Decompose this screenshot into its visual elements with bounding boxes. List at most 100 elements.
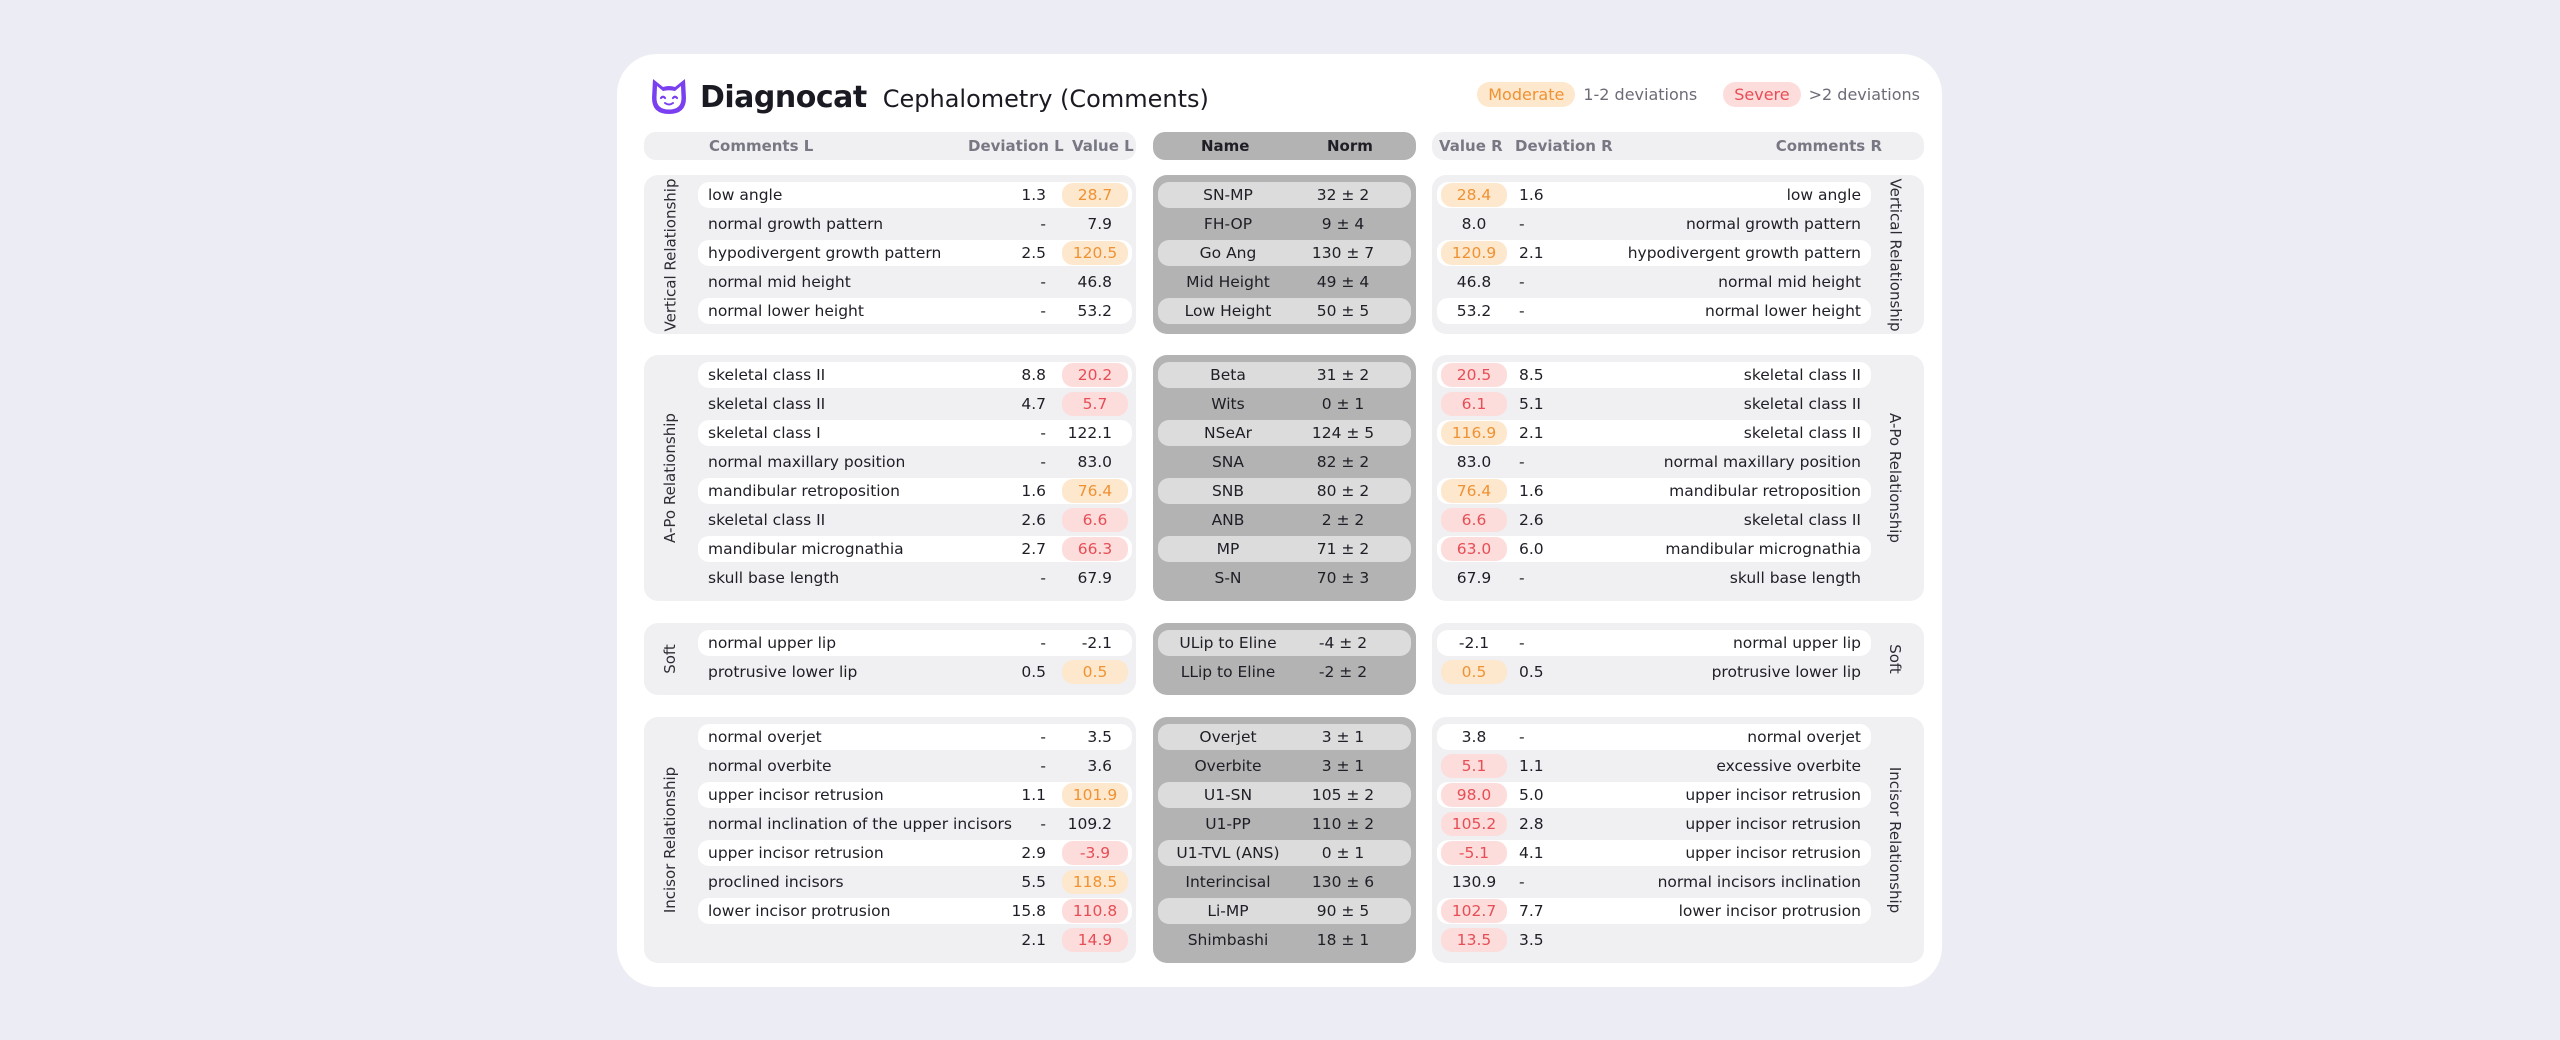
norm-header: Norm <box>1327 137 1373 155</box>
value-l: 67.9 <box>1077 569 1112 587</box>
deviation-l: - <box>1040 302 1046 320</box>
comment-l: skull base length <box>708 569 840 587</box>
table-row-center: Beta 31 ± 2 <box>1158 362 1411 388</box>
deviation-r: 5.0 <box>1519 786 1544 804</box>
value-l: 109.2 <box>1067 815 1112 833</box>
left-column-header: Comments L Deviation L Value L <box>644 132 1136 160</box>
measurement-norm: 32 ± 2 <box>1316 186 1370 204</box>
table-row-left: normal maxillary position - 83.0 <box>698 449 1132 475</box>
table-row-left: protrusive lower lip 0.5 0.5 <box>698 659 1132 685</box>
value-r: 53.2 <box>1456 302 1492 320</box>
table-row-right: 63.0 6.0 mandibular micrognathia <box>1437 536 1871 562</box>
value-l: 7.9 <box>1087 215 1112 233</box>
table-row-center: Mid Height 49 ± 4 <box>1158 269 1411 295</box>
comment-l: normal overbite <box>708 757 832 775</box>
table-row-left: mandibular retroposition 1.6 76.4 <box>698 478 1132 504</box>
table-row-right: 98.0 5.0 upper incisor retrusion <box>1437 782 1871 808</box>
deviation-r: - <box>1519 215 1525 233</box>
deviation-r: 1.6 <box>1519 482 1544 500</box>
comment-r: skeletal class II <box>1743 366 1861 384</box>
table-row-left: 2.1 14.9 <box>698 927 1132 953</box>
table-row-left: hypodivergent growth pattern 2.5 120.5 <box>698 240 1132 266</box>
comment-r: excessive overbite <box>1716 757 1861 775</box>
comment-l: proclined incisors <box>708 873 844 891</box>
deviation-r: - <box>1519 728 1525 746</box>
measurement-norm: 82 ± 2 <box>1316 453 1370 471</box>
value-l-badge: 66.3 <box>1062 537 1128 561</box>
value-r-badge: 13.5 <box>1441 928 1507 952</box>
comment-r: hypodivergent growth pattern <box>1627 244 1861 262</box>
measurement-name: Go Ang <box>1199 244 1257 262</box>
measurement-name: FH-OP <box>1203 215 1253 233</box>
deviation-l: - <box>1040 424 1046 442</box>
table-row-center: Low Height 50 ± 5 <box>1158 298 1411 324</box>
deviation-l: - <box>1040 569 1046 587</box>
table-row-left: normal growth pattern - 7.9 <box>698 211 1132 237</box>
severity-legend: Moderate 1-2 deviations Severe >2 deviat… <box>1477 82 1920 107</box>
measurement-norm: 0 ± 1 <box>1321 844 1365 862</box>
deviation-r: 4.1 <box>1519 844 1544 862</box>
comment-r: lower incisor protrusion <box>1678 902 1861 920</box>
table-row-center: MP 71 ± 2 <box>1158 536 1411 562</box>
comment-l: normal mid height <box>708 273 851 291</box>
value-r-badge: 120.9 <box>1441 241 1507 265</box>
comments-l-header: Comments L <box>709 137 814 155</box>
deviation-r: 1.1 <box>1519 757 1544 775</box>
table-row-center: Overbite 3 ± 1 <box>1158 753 1411 779</box>
measurement-name: SN-MP <box>1203 186 1253 204</box>
value-r-badge: 6.6 <box>1441 508 1507 532</box>
value-l: 3.5 <box>1087 728 1112 746</box>
group-label-right: Soft <box>1878 623 1912 695</box>
comment-l: mandibular micrognathia <box>708 540 904 558</box>
deviation-l: - <box>1040 215 1046 233</box>
comment-r: normal incisors inclination <box>1657 873 1861 891</box>
comment-r: normal lower height <box>1705 302 1861 320</box>
measurement-norm: 9 ± 4 <box>1321 215 1365 233</box>
deviation-r: 0.5 <box>1519 663 1544 681</box>
comment-l: upper incisor retrusion <box>708 786 884 804</box>
measurement-name: LLip to Eline <box>1180 663 1276 681</box>
table-row-right: -5.1 4.1 upper incisor retrusion <box>1437 840 1871 866</box>
value-l-badge: -3.9 <box>1062 841 1128 865</box>
value-l-badge: 14.9 <box>1062 928 1128 952</box>
value-r-badge: 6.1 <box>1441 392 1507 416</box>
comment-r: skeletal class II <box>1743 395 1861 413</box>
comment-r: skeletal class II <box>1743 424 1861 442</box>
deviation-l: 2.7 <box>1021 540 1046 558</box>
measurement-norm: 50 ± 5 <box>1316 302 1370 320</box>
table-row-left: mandibular micrognathia 2.7 66.3 <box>698 536 1132 562</box>
measurement-norm: -2 ± 2 <box>1318 663 1368 681</box>
value-r-badge: 105.2 <box>1441 812 1507 836</box>
deviation-r: 2.1 <box>1519 244 1544 262</box>
measurement-norm: 31 ± 2 <box>1316 366 1370 384</box>
value-l-header: Value L <box>1072 137 1134 155</box>
measurement-name: ANB <box>1211 511 1245 529</box>
table-row-right: 105.2 2.8 upper incisor retrusion <box>1437 811 1871 837</box>
value-l: 122.1 <box>1067 424 1112 442</box>
deviation-r: - <box>1519 273 1525 291</box>
table-row-left: low angle 1.3 28.7 <box>698 182 1132 208</box>
name-header: Name <box>1201 137 1250 155</box>
right-column-header: Value R Deviation R Comments R <box>1432 132 1924 160</box>
group-label-text: Soft <box>1885 644 1904 674</box>
measurement-name: Li-MP <box>1207 902 1249 920</box>
deviation-r: 2.1 <box>1519 424 1544 442</box>
value-r: -2.1 <box>1458 634 1490 652</box>
measurement-norm: 71 ± 2 <box>1316 540 1370 558</box>
value-r-badge: 20.5 <box>1441 363 1507 387</box>
table-row-right: 76.4 1.6 mandibular retroposition <box>1437 478 1871 504</box>
table-row-right: 28.4 1.6 low angle <box>1437 182 1871 208</box>
value-l-badge: 20.2 <box>1062 363 1128 387</box>
deviation-l: - <box>1040 757 1046 775</box>
table-row-center: U1-SN 105 ± 2 <box>1158 782 1411 808</box>
measurement-norm: 2 ± 2 <box>1321 511 1365 529</box>
deviation-l: 15.8 <box>1011 902 1046 920</box>
measurement-norm: 80 ± 2 <box>1316 482 1370 500</box>
comment-l: upper incisor retrusion <box>708 844 884 862</box>
measurement-norm: 70 ± 3 <box>1316 569 1370 587</box>
moderate-badge: Moderate <box>1477 82 1576 107</box>
measurement-norm: 3 ± 1 <box>1321 757 1365 775</box>
table-row-left: upper incisor retrusion 2.9 -3.9 <box>698 840 1132 866</box>
deviation-r: 5.1 <box>1519 395 1544 413</box>
comment-l: normal overjet <box>708 728 822 746</box>
